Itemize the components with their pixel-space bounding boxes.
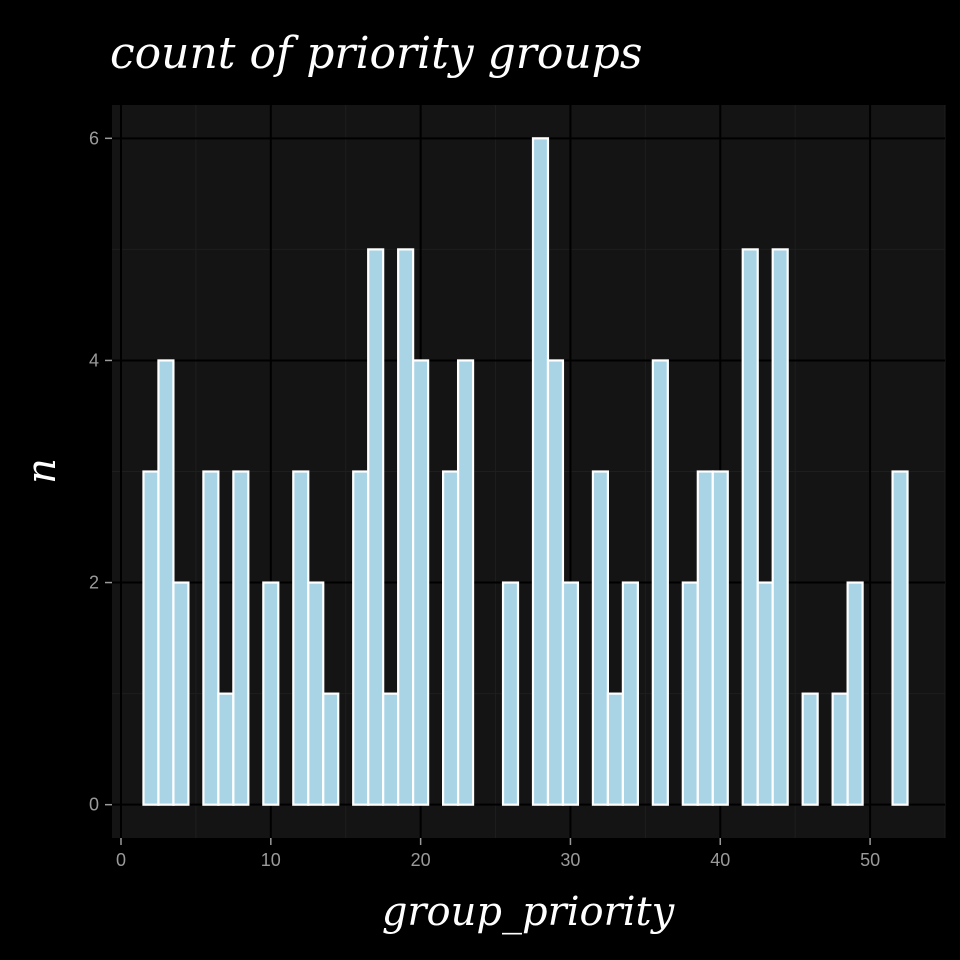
bar-49 [846,581,864,806]
bar-36 [651,359,669,806]
bar-44 [771,248,789,806]
bar-26 [501,581,520,806]
bar-30 [561,581,580,806]
bar-32 [591,470,610,806]
y-axis: 0 2 4 6 [89,128,112,815]
bar-12 [292,470,310,806]
chart-title: count of priority groups [110,28,642,79]
bar-23 [456,359,475,806]
y-tick-label: 2 [89,573,99,593]
x-tick-label: 0 [116,850,126,870]
bar-14 [322,692,340,806]
x-tick-label: 50 [860,850,880,870]
bar-17 [367,248,385,806]
bar-7 [217,692,235,806]
bar-6 [202,470,220,806]
bar-38 [681,581,699,806]
y-tick-label: 0 [89,795,99,815]
x-axis: 0 10 20 30 40 50 [116,838,880,870]
bar-13 [307,581,325,806]
bar-19 [397,248,415,806]
x-tick-label: 30 [560,850,580,870]
bar-34 [621,581,639,806]
bar-33 [606,692,624,806]
bar-2 [142,470,160,806]
bar-22 [442,470,460,806]
bar-18 [382,692,400,806]
x-axis-title: group_priority [382,889,676,935]
x-tick-label: 10 [261,850,281,870]
bar-4 [172,581,190,806]
bar-16 [352,470,370,806]
bar-40 [711,470,729,806]
bar-20 [412,359,430,806]
bar-46 [801,692,819,806]
x-tick-label: 40 [710,850,730,870]
bar-48 [831,692,849,806]
bar-29 [546,359,565,806]
x-tick-label: 20 [411,850,431,870]
bar-43 [756,581,774,806]
bar-8 [232,470,250,806]
bar-series [142,137,909,806]
y-tick-label: 6 [89,128,99,148]
bar-28 [531,137,550,806]
bar-10 [262,581,280,806]
bar-3 [157,359,175,806]
y-tick-label: 4 [89,350,99,370]
bar-52 [891,470,909,806]
y-axis-title: n [19,458,65,484]
bar-42 [741,248,759,806]
bar-39 [696,470,714,806]
